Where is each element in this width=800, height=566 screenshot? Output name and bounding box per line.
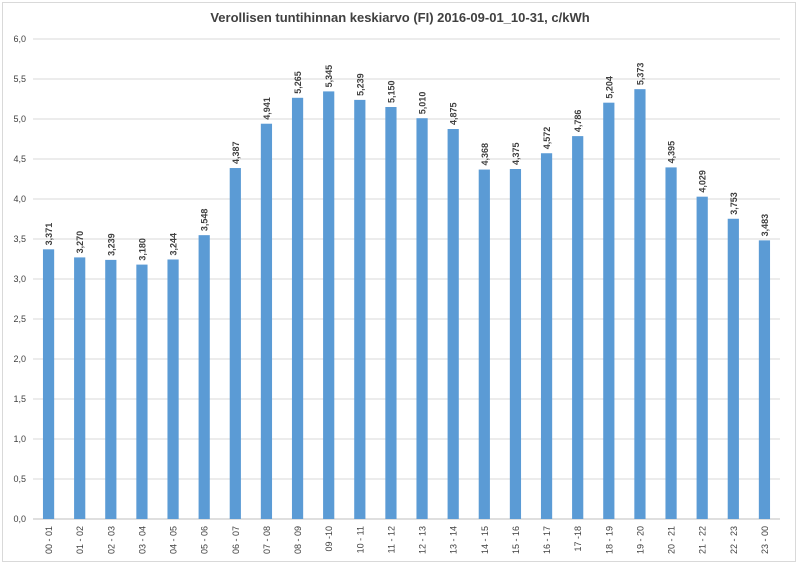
x-tick-label: 05 - 06 [200, 526, 210, 554]
data-label: 5,373 [635, 63, 645, 86]
x-tick-label: 12 - 13 [418, 526, 428, 554]
data-label: 5,239 [355, 73, 365, 96]
bar [696, 196, 708, 519]
bar [323, 91, 335, 520]
y-tick-label: 1,0 [13, 434, 26, 444]
x-tick-label: 23 - 00 [760, 526, 770, 554]
data-label: 4,368 [480, 143, 490, 166]
y-tick-label: 1,5 [13, 394, 26, 404]
data-label: 3,180 [137, 238, 147, 261]
gridlines [33, 38, 780, 520]
x-tick-label: 15 - 16 [511, 526, 521, 554]
x-tick-label: 13 - 14 [449, 526, 459, 554]
bar [229, 168, 241, 520]
bar [167, 259, 179, 519]
data-label: 4,387 [231, 142, 241, 165]
bar [509, 169, 522, 519]
data-label: 5,265 [293, 71, 303, 94]
y-tick-label: 3,0 [13, 274, 26, 284]
x-tick-label: 09 -10 [324, 526, 334, 552]
data-label: 3,270 [75, 231, 85, 254]
data-label: 3,239 [106, 233, 116, 256]
y-tick-label: 6,0 [13, 34, 26, 44]
bar [478, 169, 490, 519]
data-label: 5,204 [604, 76, 614, 99]
data-label: 3,371 [44, 223, 54, 246]
bar [136, 264, 148, 519]
x-tick-label: 22 - 23 [729, 526, 739, 554]
bar [74, 257, 86, 519]
x-tick-label: 01 - 02 [75, 526, 85, 554]
y-tick-label: 2,5 [13, 314, 26, 324]
x-tick-label: 08 - 09 [293, 526, 303, 554]
data-label: 5,150 [386, 80, 396, 103]
x-tick-label: 03 - 04 [137, 526, 147, 554]
data-label: 4,875 [449, 102, 459, 125]
bar [105, 259, 117, 519]
bar [540, 153, 553, 520]
x-tick-label: 21 - 22 [698, 526, 708, 554]
bar [198, 235, 210, 519]
bar [416, 118, 428, 519]
x-tick-label: 17 -18 [573, 526, 583, 552]
y-tick-label: 2,0 [13, 354, 26, 364]
data-label: 3,753 [729, 192, 739, 215]
data-label: 5,010 [418, 92, 428, 115]
data-label: 3,244 [169, 233, 179, 256]
bar [758, 240, 771, 520]
bar [603, 102, 615, 520]
bar [385, 107, 397, 519]
data-label: 4,572 [542, 127, 552, 150]
data-label: 4,786 [573, 110, 583, 133]
x-tick-label: 00 - 01 [44, 526, 54, 554]
data-label: 4,029 [698, 170, 708, 193]
bar [354, 99, 366, 519]
bar [665, 167, 677, 519]
x-tick-label: 07 - 08 [262, 526, 272, 554]
bar [634, 89, 646, 519]
data-label: 4,395 [667, 141, 677, 164]
bar [42, 249, 55, 519]
x-axis: 00 - 01 01 - 02 02 - 03 03 - 04 04 - 05 05 - … [44, 526, 770, 554]
x-tick-label: 16 - 17 [542, 526, 552, 554]
y-tick-label: 4,5 [13, 154, 26, 164]
chart-title: Verollisen tuntihinnan keskiarvo (FI) 20… [210, 10, 590, 25]
x-tick-label: 04 - 05 [169, 526, 179, 554]
y-tick-label: 4,0 [13, 194, 26, 204]
y-tick-label: 5,5 [13, 74, 26, 84]
bar [727, 218, 739, 519]
x-tick-label: 18 - 19 [604, 526, 614, 554]
x-tick-label: 11 - 12 [386, 526, 396, 553]
y-tick-label: 0,5 [13, 474, 26, 484]
y-tick-label: 0,0 [13, 514, 26, 524]
data-label: 3,548 [200, 209, 210, 232]
data-label: 4,375 [511, 142, 521, 165]
y-tick-label: 3,5 [13, 234, 26, 244]
bars [42, 89, 771, 520]
bar [572, 136, 584, 519]
x-tick-label: 06 - 07 [231, 526, 241, 554]
data-label: 3,483 [760, 214, 770, 237]
bar [447, 129, 459, 519]
x-tick-label: 19 - 20 [635, 526, 645, 554]
bar [291, 97, 304, 520]
data-label: 4,941 [262, 97, 272, 120]
y-tick-label: 5,0 [13, 114, 26, 124]
x-tick-label: 20 - 21 [667, 526, 677, 554]
bar [260, 123, 273, 519]
x-tick-label: 02 - 03 [106, 526, 116, 554]
data-label: 5,345 [324, 65, 334, 88]
data-labels: 3,371 3,270 3,239 3,180 3,244 3,548 4,387 4,941… [44, 63, 770, 261]
x-tick-label: 14 - 15 [480, 526, 490, 554]
x-tick-label: 10 - 11 [355, 526, 365, 553]
y-axis: 0,0 0,5 1,0 1,5 2,0 2,5 3,0 3,5 4,0 4,5 5,0 5,5 6,0 [13, 34, 26, 524]
